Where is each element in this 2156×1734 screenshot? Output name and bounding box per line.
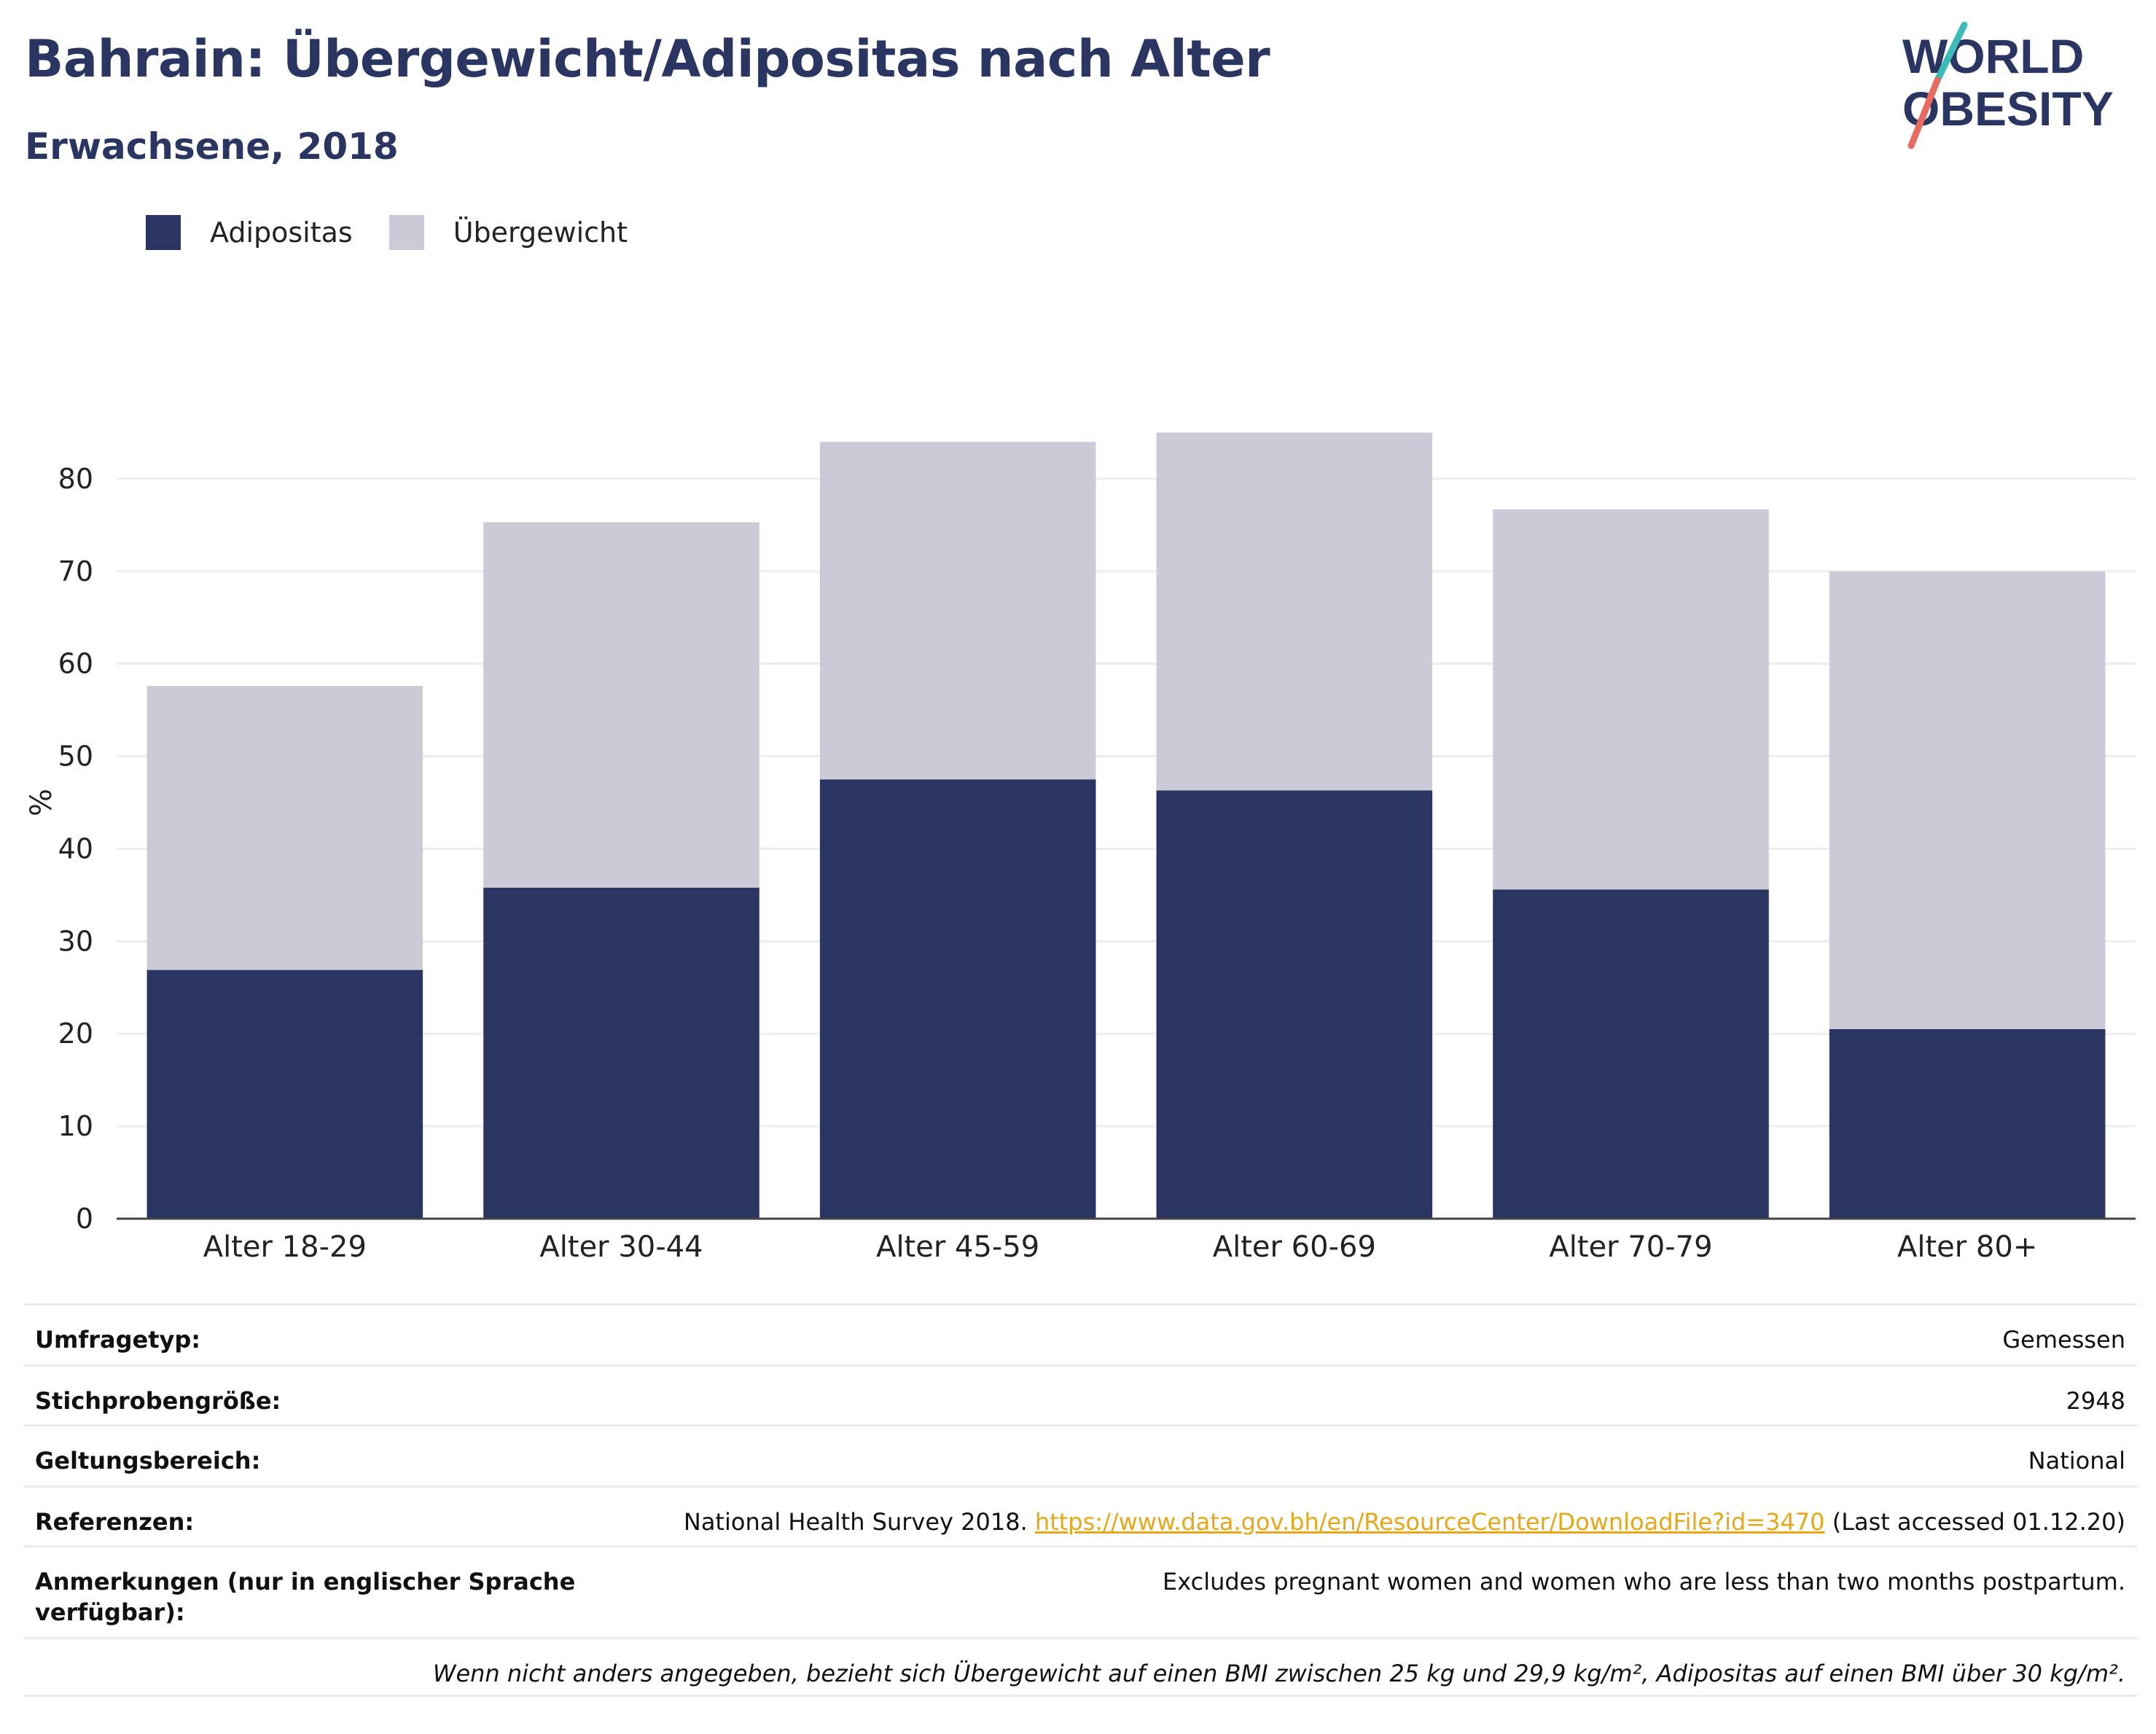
y-tick-label: 10	[58, 1110, 93, 1142]
y-tick-label: 80	[58, 463, 93, 495]
row-survey-type: Umfragetyp: Gemessen	[23, 1303, 2137, 1364]
y-tick-label: 0	[76, 1203, 93, 1235]
x-tick-label: Alter 70-79	[1549, 1230, 1712, 1264]
chart-subtitle: Erwachsene, 2018	[25, 125, 399, 168]
y-tick-label: 30	[58, 925, 93, 957]
x-tick-label: Alter 60-69	[1213, 1230, 1376, 1264]
bar-overweight-2	[483, 522, 759, 888]
y-tick-label: 70	[58, 555, 93, 587]
bar-overweight-3	[819, 442, 1096, 780]
legend-label-overweight: Übergewicht	[453, 216, 628, 249]
notes-label: Anmerkungen (nur in englischer Sprache v…	[35, 1568, 576, 1626]
x-tick-label: Alter 45-59	[876, 1230, 1039, 1264]
references-label: Referenzen:	[35, 1508, 195, 1536]
survey-type-label: Umfragetyp:	[35, 1326, 201, 1354]
references-link[interactable]: https://www.data.gov.bh/en/ResourceCente…	[1034, 1508, 1825, 1536]
bar-overweight-6	[1829, 571, 2106, 1029]
logo-line2: OBESITY	[1902, 82, 2114, 136]
chart-legend: Adipositas Übergewicht	[146, 215, 664, 250]
bar-obesity-4	[1156, 790, 1433, 1219]
bar-obesity-3	[819, 779, 1096, 1219]
bar-overweight-4	[1156, 432, 1433, 791]
references-prefix: National Health Survey 2018.	[683, 1508, 1035, 1536]
stacked-bar-chart: 0 10 20 30 40 50 60 70 80% Alter 18-29 Alter 30-44…	[25, 432, 2136, 1264]
metadata-table: Umfragetyp: Gemessen Stichprobengröße: 2…	[23, 1303, 2137, 1697]
survey-type-value: Gemessen	[2002, 1326, 2125, 1354]
y-tick-label: 40	[58, 832, 93, 864]
scope-label: Geltungsbereich:	[35, 1447, 261, 1475]
references-value: National Health Survey 2018. https://www…	[684, 1507, 2125, 1537]
bar-obesity-1	[147, 969, 423, 1219]
row-footnote: Wenn nicht anders angegeben, bezieht sic…	[23, 1637, 2137, 1697]
x-tick-label: Alter 18-29	[203, 1230, 367, 1264]
y-tick-label: 20	[58, 1018, 93, 1050]
x-tick-label: Alter 30-44	[539, 1230, 703, 1264]
world-obesity-logo: WORLD OBESITY	[1902, 22, 2114, 149]
legend-swatch-overweight	[388, 215, 424, 250]
legend-item-obesity[interactable]: Adipositas	[146, 215, 353, 250]
bar-obesity-2	[483, 887, 759, 1219]
references-suffix: (Last accessed 01.12.20)	[1824, 1508, 2125, 1536]
sample-size-label: Stichprobengröße:	[35, 1387, 281, 1415]
bar-obesity-5	[1493, 889, 1769, 1219]
legend-label-obesity: Adipositas	[210, 216, 353, 249]
y-axis-label: %	[25, 789, 58, 816]
bar-obesity-6	[1829, 1028, 2106, 1219]
bar-overweight-1	[147, 686, 423, 970]
legend-item-overweight[interactable]: Übergewicht	[388, 215, 628, 250]
notes-value: Excludes pregnant women and women who ar…	[1163, 1568, 2125, 1596]
legend-swatch-obesity	[146, 215, 181, 250]
row-references: Referenzen: National Health Survey 2018.…	[23, 1485, 2137, 1545]
sample-size-value: 2948	[2066, 1387, 2125, 1415]
row-notes: Anmerkungen (nur in englischer Sprache v…	[23, 1545, 2137, 1637]
y-tick-label: 60	[58, 648, 93, 680]
bar-overweight-5	[1493, 509, 1769, 890]
y-tick-label: 50	[58, 741, 93, 773]
footnote: Wenn nicht anders angegeben, bezieht sic…	[432, 1660, 2125, 1687]
x-tick-label: Alter 80+	[1897, 1230, 2037, 1264]
chart-title: Bahrain: Übergewicht/Adipositas nach Alt…	[25, 29, 1270, 89]
scope-value: National	[2028, 1447, 2125, 1475]
row-scope: Geltungsbereich: National	[23, 1424, 2137, 1485]
logo-line1: WORLD	[1902, 29, 2084, 83]
row-sample-size: Stichprobengröße: 2948	[23, 1364, 2137, 1424]
